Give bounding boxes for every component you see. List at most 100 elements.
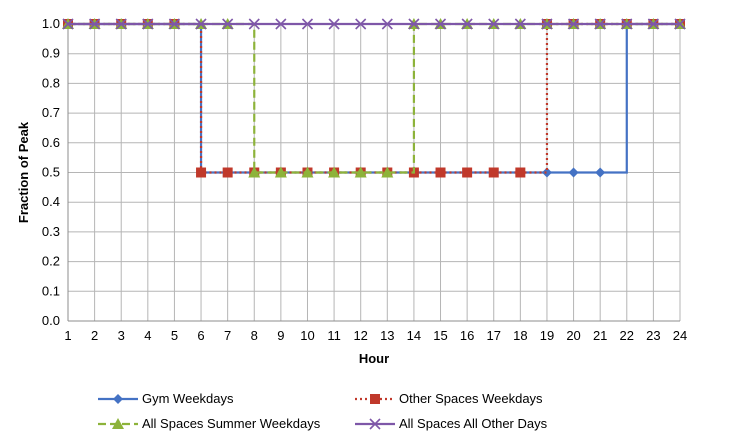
data-point xyxy=(461,18,473,30)
series-group xyxy=(62,18,686,178)
y-tick-label: 1.0 xyxy=(42,16,60,31)
data-point xyxy=(222,18,234,30)
axes xyxy=(67,24,680,322)
legend-item: Gym Weekdays xyxy=(98,391,234,406)
x-tick-label: 18 xyxy=(513,328,527,343)
x-tick-label: 21 xyxy=(593,328,607,343)
y-tick-label: 0.3 xyxy=(42,224,60,239)
x-tick-label: 3 xyxy=(118,328,125,343)
x-tick-label: 11 xyxy=(327,328,341,343)
data-point xyxy=(647,18,659,30)
y-tick-label: 0.8 xyxy=(42,75,60,90)
y-tick-label: 0.5 xyxy=(42,165,60,180)
x-tick-label: 10 xyxy=(300,328,314,343)
legend-swatch-marker xyxy=(370,394,380,404)
series-1 xyxy=(63,19,685,178)
legend-label: All Spaces All Other Days xyxy=(399,416,548,431)
series-line xyxy=(68,22,680,174)
data-point xyxy=(595,167,606,178)
legend-label: Gym Weekdays xyxy=(142,391,234,406)
data-point xyxy=(275,18,287,30)
series-3 xyxy=(62,18,686,30)
data-point xyxy=(115,18,127,30)
data-point xyxy=(248,18,260,30)
data-point xyxy=(541,167,552,178)
y-tick-labels: 0.0 0.1 0.2 0.3 0.4 0.5 0.6 0.7 0.8 0.9 1.0 xyxy=(42,16,60,328)
x-tick-label: 14 xyxy=(407,328,421,343)
x-axis-title: Hour xyxy=(359,351,389,366)
data-point xyxy=(674,18,686,30)
data-point xyxy=(195,18,207,30)
legend-swatch-marker xyxy=(369,418,381,430)
x-tick-label: 13 xyxy=(380,328,394,343)
data-point xyxy=(488,18,500,30)
data-point xyxy=(488,167,499,178)
x-tick-label: 2 xyxy=(91,328,98,343)
x-tick-label: 1 xyxy=(64,328,71,343)
x-tick-label: 16 xyxy=(460,328,474,343)
data-point xyxy=(381,166,394,178)
data-point xyxy=(355,18,367,30)
x-tick-label: 7 xyxy=(224,328,231,343)
data-point xyxy=(168,18,181,30)
x-tick-label: 4 xyxy=(144,328,151,343)
legend-item: Other Spaces Weekdays xyxy=(355,391,543,406)
data-point xyxy=(354,166,367,178)
legend-label: Other Spaces Weekdays xyxy=(399,391,543,406)
series-line xyxy=(68,22,680,174)
y-axis-title: Fraction of Peak xyxy=(16,121,31,223)
x-tick-label: 23 xyxy=(646,328,660,343)
x-tick-label: 15 xyxy=(433,328,447,343)
y-tick-label: 0.9 xyxy=(42,46,60,61)
data-point xyxy=(328,18,340,30)
data-point xyxy=(568,167,579,178)
legend-label: All Spaces Summer Weekdays xyxy=(142,416,321,431)
data-point xyxy=(328,166,341,178)
x-tick-label: 19 xyxy=(540,328,554,343)
y-tick-label: 0.1 xyxy=(42,283,60,298)
legend-item: All Spaces All Other Days xyxy=(355,416,548,431)
data-point xyxy=(621,18,633,30)
y-tick-label: 0.0 xyxy=(42,313,60,328)
data-point xyxy=(196,167,207,178)
data-point xyxy=(248,166,261,178)
data-point xyxy=(142,18,154,30)
x-tick-label: 8 xyxy=(251,328,258,343)
y-tick-label: 0.6 xyxy=(42,135,60,150)
data-point xyxy=(541,18,553,30)
legend: Gym Weekdays Other Spaces Weekdays All Spa… xyxy=(98,391,548,431)
x-tick-label: 24 xyxy=(673,328,687,343)
x-tick-label: 20 xyxy=(566,328,580,343)
data-point xyxy=(408,18,420,30)
data-point xyxy=(594,18,606,30)
data-point xyxy=(222,167,233,178)
series-0 xyxy=(63,19,685,178)
legend-swatch-marker xyxy=(113,394,123,404)
data-point xyxy=(435,167,446,178)
y-tick-label: 0.2 xyxy=(42,254,60,269)
data-point xyxy=(301,166,314,178)
data-point xyxy=(381,18,393,30)
data-point xyxy=(89,18,101,30)
x-tick-label: 9 xyxy=(277,328,284,343)
x-tick-label: 22 xyxy=(620,328,634,343)
data-point xyxy=(514,18,526,30)
y-tick-label: 0.4 xyxy=(42,194,60,209)
data-point xyxy=(462,167,473,178)
data-point xyxy=(62,18,74,30)
series-line xyxy=(68,22,680,174)
x-tick-label: 17 xyxy=(487,328,501,343)
data-point xyxy=(301,18,314,30)
data-point xyxy=(434,18,447,30)
data-point xyxy=(567,18,580,30)
x-tick-labels: 1 2 3 4 5 6 7 8 9 10 11 12 13 14 15 16 17 18 19 20 21 22 23 24 xyxy=(64,328,687,343)
series-2 xyxy=(62,18,686,178)
x-tick-label: 6 xyxy=(197,328,204,343)
data-point xyxy=(515,167,526,178)
x-tick-label: 5 xyxy=(171,328,178,343)
x-tick-label: 12 xyxy=(353,328,367,343)
legend-item: All Spaces Summer Weekdays xyxy=(98,416,321,431)
y-tick-label: 0.7 xyxy=(42,105,60,120)
